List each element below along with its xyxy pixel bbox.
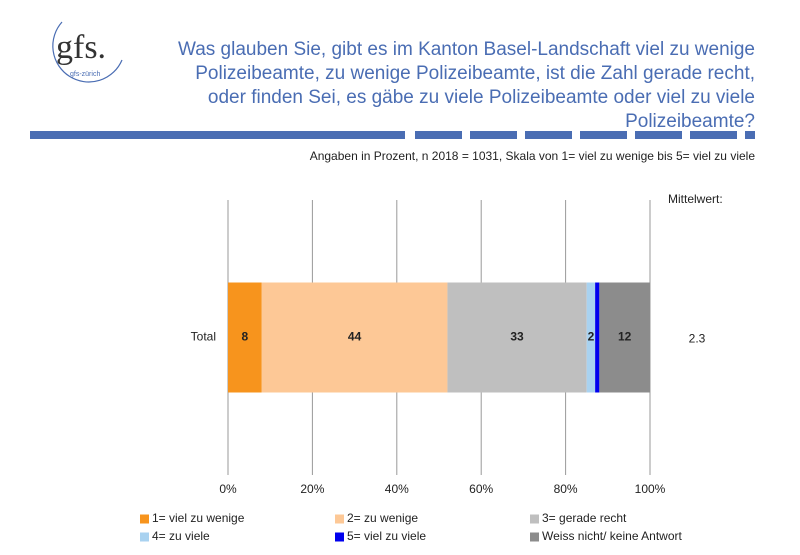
bar-segment <box>595 282 600 393</box>
x-tick-label: 60% <box>469 482 493 496</box>
legend-label: 5= viel zu viele <box>347 529 426 543</box>
bar-segment <box>228 282 262 393</box>
logo-arc <box>52 21 123 83</box>
data-label: 2 <box>588 330 595 344</box>
legend-label: 3= gerade recht <box>542 511 627 525</box>
x-tick-label: 100% <box>635 482 666 496</box>
bar-segment <box>599 282 650 393</box>
x-tick-label: 80% <box>554 482 578 496</box>
chart-title: Was glauben Sie, gibt es im Kanton Basel… <box>177 39 755 132</box>
logo-subtext: gfs-zürich <box>70 71 100 78</box>
legend-swatch <box>335 532 344 542</box>
legend-swatch <box>530 532 539 542</box>
x-tick-label: 40% <box>385 482 409 496</box>
legend-label: 2= zu wenige <box>347 511 418 525</box>
bar-segment <box>261 282 448 393</box>
divider <box>30 131 405 139</box>
legend-label: 1= viel zu wenige <box>152 511 245 525</box>
data-label: 8 <box>242 330 249 344</box>
x-tick-label: 0% <box>219 482 237 496</box>
data-label: 33 <box>510 330 524 344</box>
data-label: 44 <box>348 330 362 344</box>
mean-value: 2.3 <box>689 332 706 346</box>
y-tick-label: Total <box>191 330 216 344</box>
logo-text: gfs. <box>56 29 106 66</box>
legend-swatch <box>140 514 149 524</box>
bar-segment <box>447 282 587 393</box>
x-tick-label: 20% <box>300 482 324 496</box>
mean-label: Mittelwert: <box>668 192 723 206</box>
legend-swatch <box>140 532 149 542</box>
legend-swatch <box>335 514 344 524</box>
data-label: 12 <box>618 330 632 344</box>
legend-label: Weiss nicht/ keine Antwort <box>542 529 683 543</box>
subtitle: Angaben in Prozent, n 2018 = 1031, Skala… <box>310 149 756 163</box>
legend-swatch <box>530 514 539 524</box>
legend-label: 4= zu viele <box>152 529 210 543</box>
bar-segment <box>586 282 596 393</box>
